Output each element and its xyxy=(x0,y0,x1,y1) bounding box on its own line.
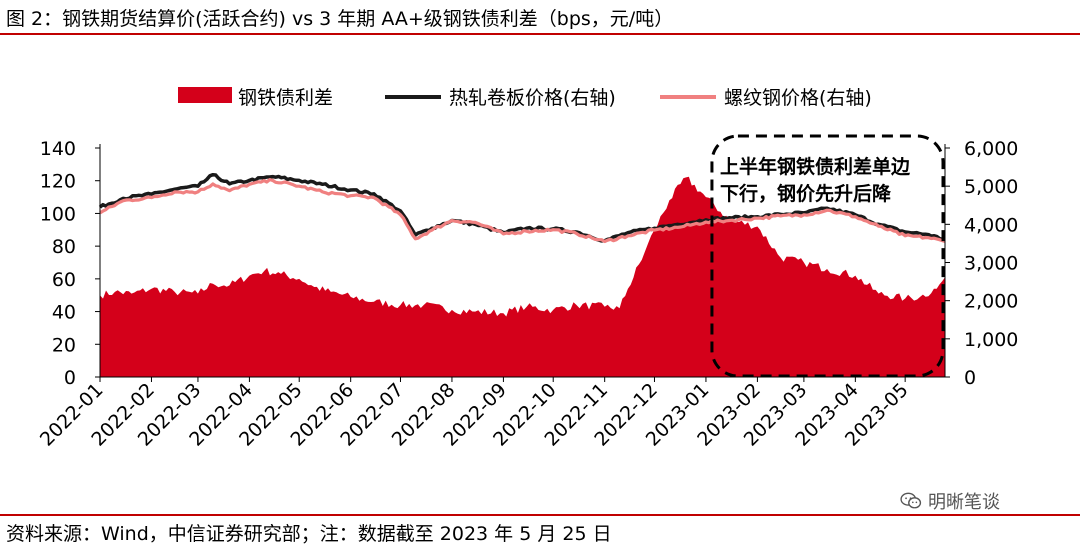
legend-label: 热轧卷板价格(右轴) xyxy=(449,87,616,109)
source-note: 资料来源：Wind，中信证券研究部；注：数据截至 2023 年 5 月 25 日 xyxy=(6,523,612,545)
legend-swatch xyxy=(178,87,232,103)
legend-label: 钢铁债利差 xyxy=(238,87,333,109)
left-tick-label: 140 xyxy=(40,138,76,160)
title-rule xyxy=(0,33,1080,35)
price-lines-layer xyxy=(98,172,946,244)
left-tick-label: 80 xyxy=(52,236,76,258)
legend: 钢铁债利差 热轧卷板价格(右轴) 螺纹钢价格(右轴) xyxy=(178,87,872,109)
right-tick-label: 5,000 xyxy=(964,176,1018,198)
right-tick-label: 4,000 xyxy=(964,214,1018,236)
series-line-rebar xyxy=(99,178,946,244)
watermark-text: 明晰笔谈 xyxy=(928,492,1000,513)
annotation-box xyxy=(710,134,945,378)
annotation-text: 上半年钢铁债利差单边 xyxy=(720,155,911,178)
right-tick-label: 1,000 xyxy=(964,329,1018,351)
left-tick-label: 120 xyxy=(40,171,76,193)
right-tick-label: 0 xyxy=(964,367,976,389)
series-line-hrc xyxy=(98,172,946,243)
series-area-spread xyxy=(100,176,945,377)
right-tick-label: 3,000 xyxy=(964,253,1018,275)
chart: 0 20 40 60 80 100 120 140 0 1,000 2,000 3,000 4,000 5… xyxy=(36,87,1018,451)
right-tick-label: 6,000 xyxy=(964,138,1018,160)
spread-area-layer xyxy=(100,176,945,377)
figure-title: 图 2：钢铁期货结算价(活跃合约) vs 3 年期 AA+级钢铁债利差（bps，… xyxy=(6,8,674,30)
wechat-icon xyxy=(900,492,922,509)
legend-label: 螺纹钢价格(右轴) xyxy=(724,87,872,109)
source-rule xyxy=(0,514,1080,516)
left-tick-label: 0 xyxy=(64,367,76,389)
left-tick-label: 40 xyxy=(52,302,76,324)
watermark: 明晰笔谈 xyxy=(900,488,1000,514)
left-tick-label: 60 xyxy=(52,269,76,291)
left-tick-label: 100 xyxy=(40,203,76,225)
annotation-text: 下行，钢价先升后降 xyxy=(720,182,892,205)
right-tick-label: 2,000 xyxy=(964,291,1018,313)
left-tick-label: 20 xyxy=(52,334,76,356)
